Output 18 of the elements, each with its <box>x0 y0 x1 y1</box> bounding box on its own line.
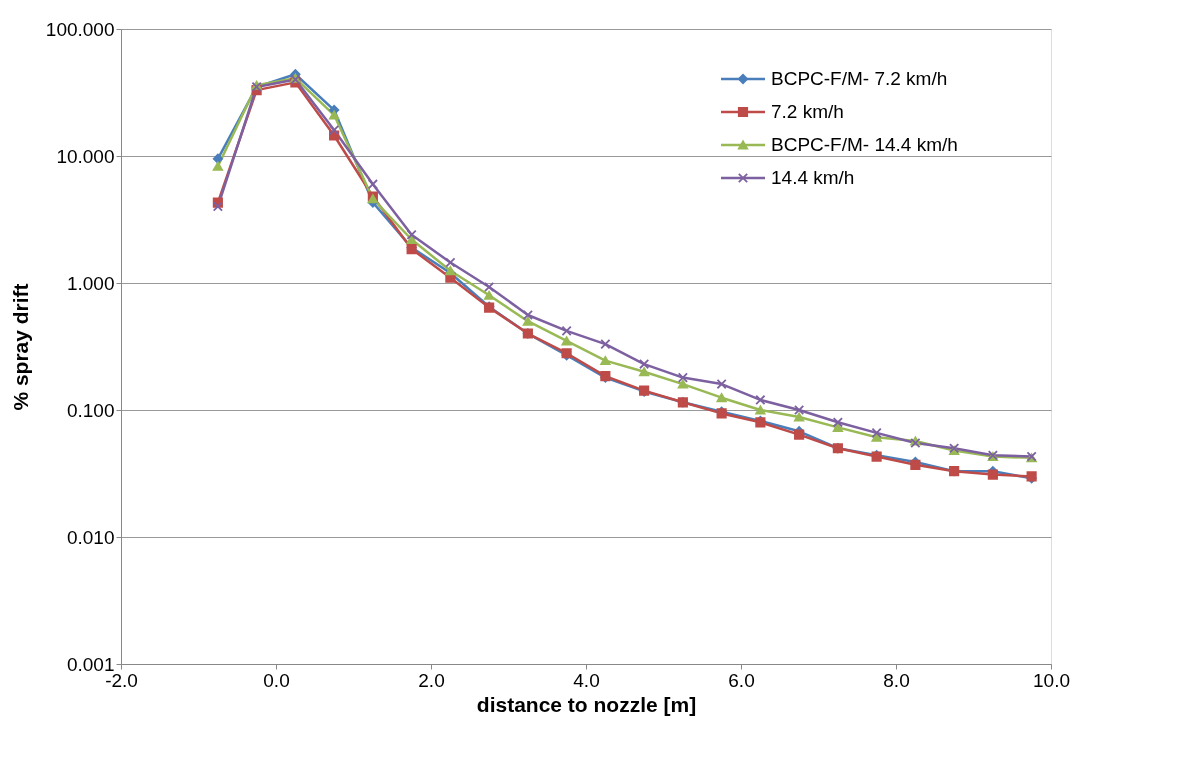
y-tick-label: 10.000 <box>56 145 115 167</box>
x-tick-label: 10.0 <box>1033 669 1070 691</box>
x-tick-label: 0.0 <box>263 669 290 691</box>
y-tick-label: 1.000 <box>66 272 115 294</box>
y-tick-label: 0.001 <box>66 653 115 675</box>
x-tick-label: 8.0 <box>883 669 910 691</box>
x-tick-label: 2.0 <box>418 669 445 691</box>
x-tick-label: 6.0 <box>728 669 755 691</box>
y-tick-label: 0.100 <box>66 399 115 421</box>
legend-label: 14.4 km/h <box>771 167 855 188</box>
x-axis-title: distance to nozzle [m] <box>476 692 697 716</box>
y-axis-title: % spray drift <box>8 283 32 411</box>
x-tick-label: 4.0 <box>573 669 600 691</box>
legend-label: 7.2 km/h <box>771 101 844 122</box>
y-tick-label: 100.000 <box>45 18 115 40</box>
y-tick-label: 0.010 <box>66 526 115 548</box>
legend-label: BCPC-F/M- 14.4 km/h <box>771 134 958 155</box>
legend-label: BCPC-F/M- 7.2 km/h <box>771 68 948 89</box>
